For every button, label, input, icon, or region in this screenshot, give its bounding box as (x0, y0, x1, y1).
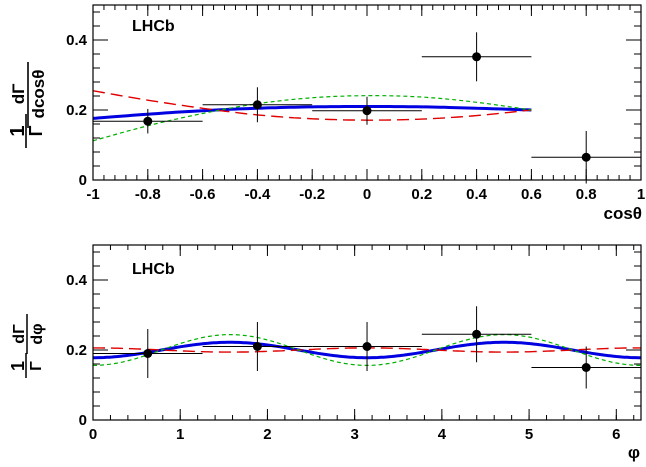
data-points (93, 32, 641, 184)
y-tick-label: 0.2 (66, 102, 87, 119)
lhcb-label: LHCb (132, 18, 175, 35)
y-axis-title-gamma: Γ (28, 361, 45, 371)
data-point (202, 322, 313, 371)
y-axis-title-gamma: Γ (26, 125, 46, 136)
y-axis-title-one: 1 (8, 361, 28, 371)
data-marker (472, 52, 482, 62)
data-marker (362, 342, 372, 351)
data-point (93, 108, 203, 134)
x-tick-label: 1 (176, 426, 184, 443)
y-tick-label: 0 (79, 172, 87, 189)
x-tick-label: 0.4 (466, 186, 488, 203)
y-tick-label: 0 (79, 412, 87, 429)
data-marker (362, 106, 372, 116)
axes: 0 1 2 3 4 5 6 0 0.2 0.4 (66, 244, 642, 443)
data-marker (472, 329, 482, 339)
x-tick-label: 5 (525, 426, 533, 443)
x-tick-label: 3 (350, 426, 358, 443)
y-tick-label: 0.4 (66, 32, 88, 49)
plot-frame (92, 244, 642, 421)
data-point (421, 306, 532, 363)
data-point (312, 322, 422, 371)
y-axis-title: 1 Γ dΓ dφ (8, 314, 46, 378)
x-tick-label: -1 (86, 186, 99, 203)
data-marker (581, 152, 591, 162)
data-points (93, 306, 641, 389)
lhcb-label: LHCb (132, 261, 175, 278)
y-tick-label: 0.2 (66, 342, 87, 359)
data-point (531, 346, 641, 389)
x-tick-label: 0.6 (521, 186, 542, 203)
data-point (312, 96, 422, 125)
long-dash-curve (92, 90, 532, 121)
x-tick-label: 0.8 (576, 186, 597, 203)
y-axis-title-denominator: dcosθ (29, 70, 48, 119)
cos-theta-panel: 1 Γ dΓ dcosθ -1 -0.8 -0.6 -0.4 -0.2 0 0.2 0.4 0.… (7, 4, 645, 223)
data-marker (143, 349, 153, 358)
x-tick-label: 0 (363, 186, 371, 203)
y-axis-title-one: 1 (7, 125, 29, 136)
data-marker (581, 363, 591, 372)
x-tick-label: -0.6 (190, 186, 216, 203)
x-tick-label: -0.4 (244, 186, 271, 203)
y-axis-title-numerator: dΓ (11, 324, 28, 344)
x-axis-title: φ (628, 443, 640, 462)
x-axis-title: cosθ (604, 204, 642, 223)
x-tick-label: 4 (438, 426, 447, 443)
phi-panel: 1 Γ dΓ dφ 0 1 2 3 4 5 6 0 0.2 0.4 LHCb φ (8, 244, 642, 462)
x-tick-label: 6 (612, 426, 620, 443)
y-axis-title-numerator: dΓ (9, 84, 28, 105)
x-tick-label: -0.2 (299, 186, 325, 203)
x-tick-label: 0 (89, 426, 97, 443)
y-tick-label: 0.4 (66, 272, 88, 289)
data-marker (252, 100, 262, 110)
curves (92, 90, 532, 142)
plot-frame (92, 4, 642, 181)
data-point (202, 87, 313, 123)
x-tick-label: -0.8 (135, 186, 161, 203)
x-tick-label: 1 (637, 186, 645, 203)
y-axis-title: 1 Γ dΓ dcosθ (7, 62, 48, 148)
data-point (421, 32, 532, 82)
data-marker (143, 116, 153, 126)
data-point (93, 329, 203, 378)
solid-curve (92, 105, 532, 120)
x-tick-label: 0.2 (411, 186, 432, 203)
data-marker (252, 342, 262, 351)
axes: -1 -0.8 -0.6 -0.4 -0.2 0 0.2 0.4 0.6 0.8 1 0 0.2 0.4 (66, 4, 645, 203)
x-tick-label: 2 (263, 426, 271, 443)
y-axis-title-denominator: dφ (29, 323, 46, 344)
